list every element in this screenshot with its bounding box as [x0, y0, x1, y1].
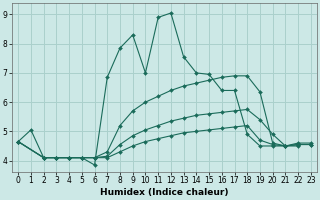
X-axis label: Humidex (Indice chaleur): Humidex (Indice chaleur) — [100, 188, 229, 197]
